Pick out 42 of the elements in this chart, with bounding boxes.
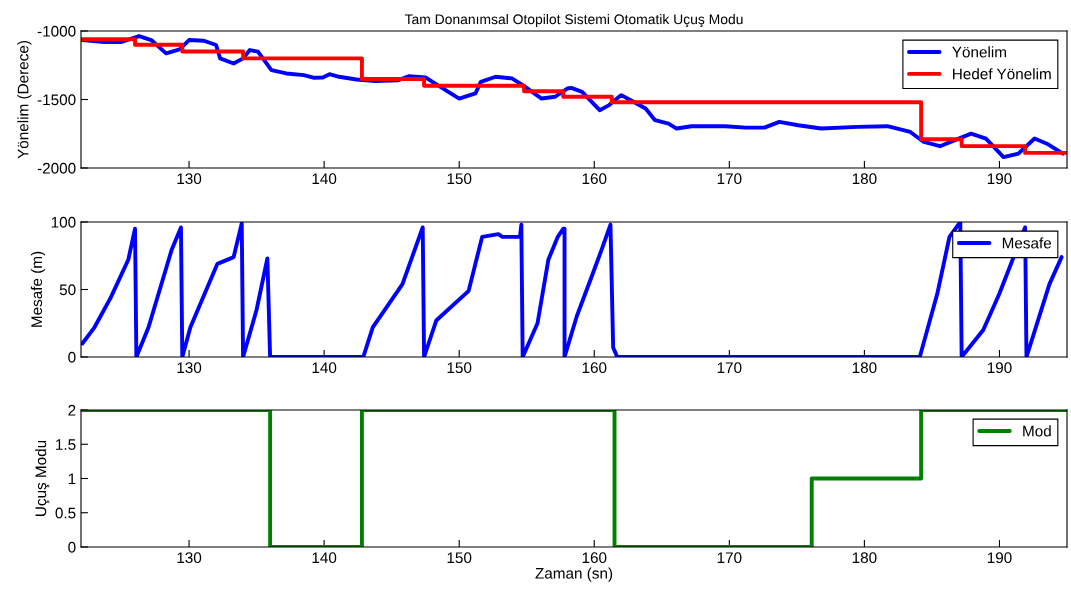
x-tick-label: 140 (312, 173, 337, 185)
x-tick-label: 150 (447, 552, 472, 564)
x-tick-label: 170 (717, 552, 742, 564)
legend-label: Hedef Yönelim (953, 68, 1051, 80)
y-tick-label: 0 (68, 351, 76, 363)
x-tick-label: 140 (312, 552, 337, 564)
x-tick-label: 160 (582, 552, 607, 564)
x-tick-label: 170 (717, 173, 742, 185)
y-axis-title: Uçuş Modu (35, 440, 50, 516)
x-tick-label: 150 (447, 173, 472, 185)
x-tick-label: 150 (447, 362, 472, 374)
x-tick-label: 190 (987, 552, 1012, 564)
y-tick-label: 1.5 (56, 439, 76, 450)
y-tick-label: 0.5 (55, 507, 76, 519)
y-tick-label: 1 (68, 473, 76, 485)
x-tick-label: 140 (312, 362, 337, 374)
legend-label: Mod (1023, 425, 1051, 437)
line-series (81, 222, 1064, 357)
legend-label: Mesafe (1002, 237, 1052, 249)
x-tick-label: 130 (177, 362, 202, 374)
y-tick-label: 100 (51, 216, 76, 228)
x-tick-label: 180 (852, 552, 877, 564)
chart-title: Tam Donanımsal Otopilot Sistemi Otomatik Uçuş Modu (404, 13, 743, 27)
x-tick-label: 180 (852, 362, 877, 374)
x-tick-label: 130 (177, 173, 202, 185)
x-tick-label: 190 (987, 362, 1012, 374)
y-tick-label: 50 (59, 284, 76, 296)
x-tick-label: 190 (987, 173, 1012, 185)
y-tick-label: -1000 (37, 25, 76, 37)
x-tick-label: 180 (852, 173, 877, 185)
y-tick-label: 0 (68, 541, 76, 553)
y-axis-title: Mesafe (m) (30, 251, 46, 327)
x-tick-label: 170 (717, 362, 742, 374)
x-tick-label: 160 (582, 173, 607, 185)
x-tick-label: 160 (582, 362, 607, 374)
x-tick-label: 130 (177, 552, 202, 564)
y-tick-label: -1500 (37, 94, 76, 106)
x-axis-title: Zaman (sn) (535, 567, 613, 582)
y-tick-label: 2 (68, 404, 76, 416)
legend-label: Yönelim (952, 46, 1006, 58)
y-tick-label: -2000 (37, 162, 76, 174)
y-axis-title: Yönelim (Derece) (17, 41, 32, 159)
